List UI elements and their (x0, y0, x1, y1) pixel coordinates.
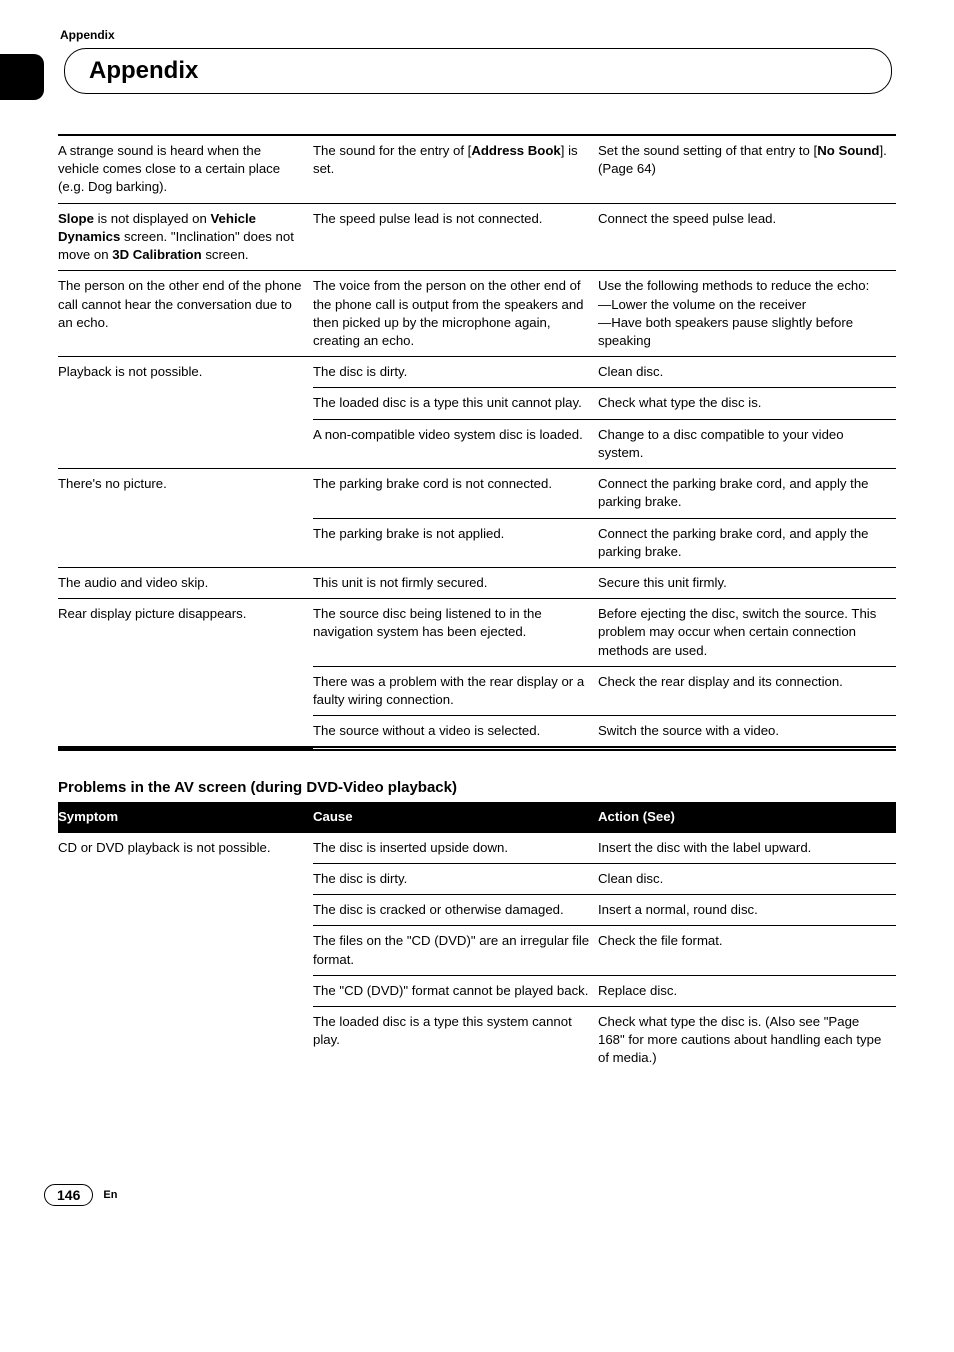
action-cell: Secure this unit firmly. (598, 567, 896, 598)
side-tab (0, 54, 44, 100)
section-heading: Problems in the AV screen (during DVD-Vi… (58, 779, 896, 796)
cause-cell: The parking brake is not applied. (313, 518, 598, 567)
header-symptom: Symptom (58, 802, 313, 832)
symptom-cell: Rear display picture disappears. (58, 599, 313, 748)
cause-cell: The disc is dirty. (313, 863, 598, 894)
cause-cell: The disc is inserted upside down. (313, 833, 598, 864)
symptom-cell: Slope is not displayed on Vehicle Dynami… (58, 203, 313, 271)
symptom-cell: A strange sound is heard when the vehicl… (58, 135, 313, 203)
table-row: Playback is not possible. The disc is di… (58, 357, 896, 388)
table-row: There's no picture. The parking brake co… (58, 469, 896, 518)
cause-cell: The disc is dirty. (313, 357, 598, 388)
action-cell: Insert the disc with the label upward. (598, 833, 896, 864)
cause-cell: The "CD (DVD)" format cannot be played b… (313, 975, 598, 1006)
action-cell: Check the file format. (598, 926, 896, 975)
cause-cell: The loaded disc is a type this unit cann… (313, 388, 598, 419)
page-number: 146 (44, 1184, 93, 1206)
cause-cell: The sound for the entry of [Address Book… (313, 135, 598, 203)
cause-cell: The speed pulse lead is not connected. (313, 203, 598, 271)
action-cell: Check the rear display and its connectio… (598, 666, 896, 715)
header: Appendix (58, 48, 896, 94)
action-cell: Insert a normal, round disc. (598, 895, 896, 926)
symptom-cell: CD or DVD playback is not possible. (58, 833, 313, 1074)
page-title: Appendix (64, 48, 892, 94)
cause-cell: The parking brake cord is not connected. (313, 469, 598, 518)
table-row: A strange sound is heard when the vehicl… (58, 135, 896, 203)
action-cell: Connect the speed pulse lead. (598, 203, 896, 271)
table-row: The person on the other end of the phone… (58, 271, 896, 357)
action-cell: Replace disc. (598, 975, 896, 1006)
cause-cell: The source without a video is selected. (313, 716, 598, 748)
action-cell: Set the sound setting of that entry to [… (598, 135, 896, 203)
cause-cell: The source disc being listened to in the… (313, 599, 598, 667)
symptom-cell: The person on the other end of the phone… (58, 271, 313, 357)
cause-cell: The loaded disc is a type this system ca… (313, 1007, 598, 1074)
header-cause: Cause (313, 802, 598, 832)
action-cell: Check what type the disc is. (598, 388, 896, 419)
action-cell: Switch the source with a video. (598, 716, 896, 748)
action-cell: Connect the parking brake cord, and appl… (598, 518, 896, 567)
cause-cell: The voice from the person on the other e… (313, 271, 598, 357)
action-cell: Connect the parking brake cord, and appl… (598, 469, 896, 518)
troubleshoot-table-1: A strange sound is heard when the vehicl… (58, 134, 896, 750)
symptom-cell: There's no picture. (58, 469, 313, 568)
table-row: The audio and video skip. This unit is n… (58, 567, 896, 598)
table-end-rule (58, 749, 896, 751)
troubleshoot-table-2: Symptom Cause Action (See) CD or DVD pla… (58, 802, 896, 1073)
action-cell: Use the following methods to reduce the … (598, 271, 896, 357)
action-cell: Clean disc. (598, 863, 896, 894)
action-cell: Check what type the disc is. (Also see "… (598, 1007, 896, 1074)
symptom-cell: The audio and video skip. (58, 567, 313, 598)
language-code: En (103, 1189, 117, 1201)
symptom-cell: Playback is not possible. (58, 357, 313, 469)
header-action: Action (See) (598, 802, 896, 832)
action-cell: Before ejecting the disc, switch the sou… (598, 599, 896, 667)
table-row: Slope is not displayed on Vehicle Dynami… (58, 203, 896, 271)
cause-cell: The disc is cracked or otherwise damaged… (313, 895, 598, 926)
cause-cell: The files on the "CD (DVD)" are an irreg… (313, 926, 598, 975)
page-footer: 146 En (44, 1184, 117, 1206)
page: Appendix Appendix A strange sound is hea… (0, 0, 954, 1234)
cause-cell: This unit is not firmly secured. (313, 567, 598, 598)
action-cell: Change to a disc compatible to your vide… (598, 419, 896, 468)
cause-cell: A non-compatible video system disc is lo… (313, 419, 598, 468)
section-label: Appendix (60, 28, 896, 42)
table-row: Rear display picture disappears. The sou… (58, 599, 896, 667)
table-header-row: Symptom Cause Action (See) (58, 802, 896, 832)
action-cell: Clean disc. (598, 357, 896, 388)
cause-cell: There was a problem with the rear displa… (313, 666, 598, 715)
table-row: CD or DVD playback is not possible. The … (58, 833, 896, 864)
